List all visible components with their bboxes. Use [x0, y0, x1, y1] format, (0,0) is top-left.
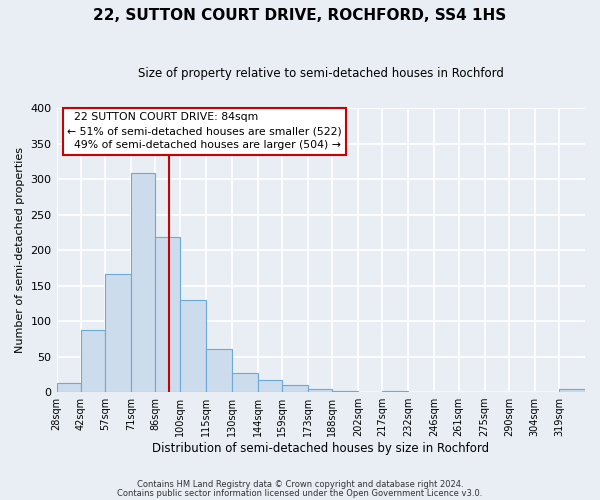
Y-axis label: Number of semi-detached properties: Number of semi-detached properties	[15, 147, 25, 353]
Bar	[282, 385, 308, 392]
Bar	[332, 390, 358, 392]
Bar	[232, 373, 257, 392]
Bar	[257, 380, 282, 392]
Bar	[179, 300, 206, 392]
Text: Contains public sector information licensed under the Open Government Licence v3: Contains public sector information licen…	[118, 488, 482, 498]
Text: 22 SUTTON COURT DRIVE: 84sqm
← 51% of semi-detached houses are smaller (522)
  4: 22 SUTTON COURT DRIVE: 84sqm ← 51% of se…	[67, 112, 342, 150]
Title: Size of property relative to semi-detached houses in Rochford: Size of property relative to semi-detach…	[138, 68, 504, 80]
Bar	[155, 238, 179, 392]
Text: 22, SUTTON COURT DRIVE, ROCHFORD, SS4 1HS: 22, SUTTON COURT DRIVE, ROCHFORD, SS4 1H…	[94, 8, 506, 22]
Bar	[81, 330, 105, 392]
Text: Contains HM Land Registry data © Crown copyright and database right 2024.: Contains HM Land Registry data © Crown c…	[137, 480, 463, 489]
Bar	[382, 390, 408, 392]
X-axis label: Distribution of semi-detached houses by size in Rochford: Distribution of semi-detached houses by …	[152, 442, 490, 455]
Bar	[56, 383, 81, 392]
Bar	[105, 274, 131, 392]
Bar	[206, 350, 232, 392]
Bar	[131, 174, 155, 392]
Bar	[559, 388, 585, 392]
Bar	[308, 388, 332, 392]
